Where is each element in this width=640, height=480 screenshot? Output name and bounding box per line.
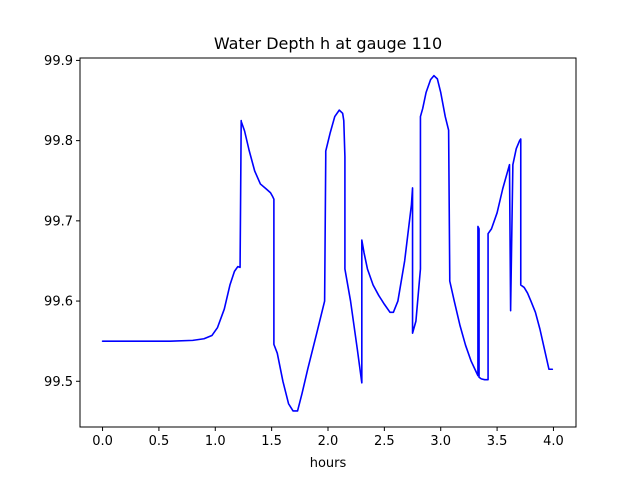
- x-tick-label: 0.0: [92, 434, 113, 449]
- y-axis-ticks: 99.5 99.6 99.7 99.8 99.9: [44, 54, 80, 390]
- x-tick-label: 1.5: [261, 434, 282, 449]
- x-tick-label: 4.0: [543, 434, 564, 449]
- series-line-0: [101, 74, 554, 412]
- x-axis-ticks: 0.0 0.5 1.0 1.5 2.0 2.5 3.0 3.5 4.0: [92, 427, 564, 449]
- x-tick-label: 0.5: [149, 434, 170, 449]
- x-tick-label: 2.0: [318, 434, 339, 449]
- series-layer: [101, 74, 554, 412]
- x-axis-label: hours: [310, 456, 347, 471]
- x-tick-label: 3.0: [430, 434, 451, 449]
- x-tick-label: 2.5: [374, 434, 395, 449]
- y-tick-label: 99.6: [44, 295, 73, 310]
- x-tick-label: 3.5: [487, 434, 508, 449]
- x-tick-label: 1.0: [205, 434, 226, 449]
- y-tick-label: 99.8: [44, 134, 73, 149]
- y-tick-label: 99.9: [44, 54, 73, 69]
- y-tick-label: 99.5: [44, 375, 73, 390]
- plot-area: [80, 58, 576, 427]
- y-tick-label: 99.7: [44, 214, 73, 229]
- chart-title: Water Depth h at gauge 110: [214, 34, 442, 53]
